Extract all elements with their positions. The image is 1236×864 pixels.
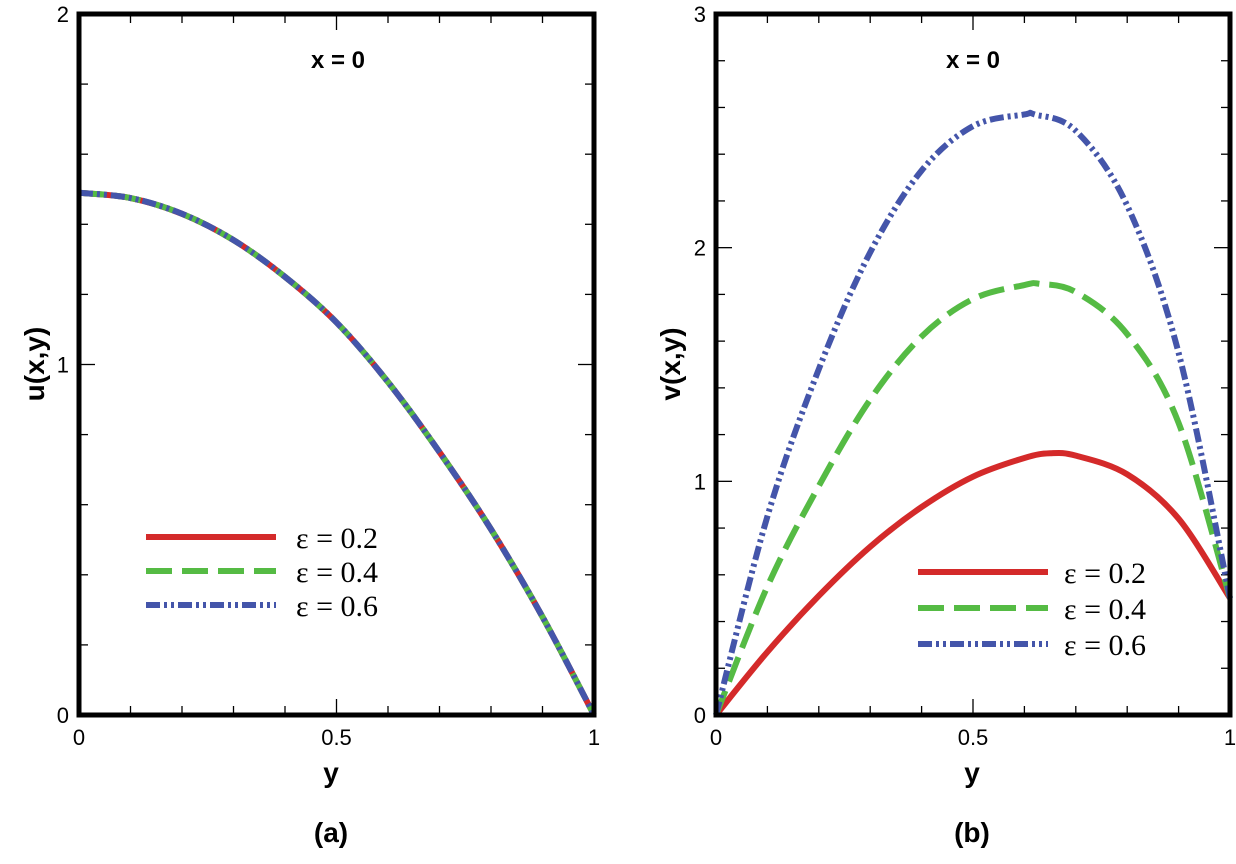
panel-b-legend-label-2: ε = 0.6 [1064, 629, 1146, 662]
panel-a-series-line-1 [78, 189, 597, 717]
panel-a-series [78, 189, 597, 717]
panel-b-legend: ε = 0.2 ε = 0.4 ε = 0.6 [918, 557, 1146, 662]
panel-b-legend-label-1: ε = 0.4 [1064, 593, 1146, 626]
panel-b-tick-labels: 0 0.5 1 0 1 2 3 [694, 2, 1236, 750]
panel-a-legend-label-2: ε = 0.6 [296, 590, 378, 623]
panel-b-y-tick-label: 1 [694, 469, 706, 494]
panel-b-y-tick-label: 0 [694, 703, 706, 728]
panel-b-label: (b) [954, 817, 990, 848]
panel-a-y-tick-label: 1 [57, 353, 69, 378]
panel-a-legend-label-0: ε = 0.2 [296, 522, 378, 555]
panel-a-x-axis-title: y [323, 757, 339, 788]
panel-a-x-tick-label: 0.5 [321, 725, 352, 750]
panel-b-chart: 0 0.5 1 0 1 2 3 x = 0 y v(x,y) (b) ε = 0.2 ε =… [655, 2, 1236, 848]
panel-b-frame [713, 11, 1233, 718]
panel-b-series-line-0 [713, 449, 1233, 717]
panel-a-tick-labels: 0 0.5 1 0 1 2 [57, 2, 600, 750]
panel-a-frame [76, 11, 597, 718]
panel-b-x-axis-title: y [964, 757, 980, 788]
panel-a-label: (a) [314, 817, 348, 848]
panel-a-x-tick-label: 0 [73, 725, 85, 750]
panel-a-legend-label-1: ε = 0.4 [296, 556, 378, 589]
panel-b-y-axis-title: v(x,y) [655, 327, 686, 400]
panel-a-legend: ε = 0.2 ε = 0.4 ε = 0.6 [146, 522, 378, 623]
panel-a-y-tick-label: 0 [57, 703, 69, 728]
panel-b-legend-label-0: ε = 0.2 [1064, 557, 1146, 590]
panel-a-series-line-2 [78, 189, 597, 717]
panel-b-y-tick-label: 3 [694, 2, 706, 27]
panel-a-chart: 0 0.5 1 0 1 2 x = 0 y u(x,y) (a) ε = 0.2 ε = … [19, 2, 600, 848]
panel-b-y-tick-label: 2 [694, 236, 706, 261]
panel-a-annotation: x = 0 [311, 47, 365, 74]
panel-b-x-tick-label: 1 [1224, 725, 1236, 750]
panel-b-x-tick-label: 0 [710, 725, 722, 750]
panel-b-x-tick-label: 0.5 [958, 725, 989, 750]
panel-b-series-line-2 [713, 109, 1233, 716]
panel-a-x-tick-label: 1 [588, 725, 600, 750]
panel-a-y-axis-title: u(x,y) [19, 327, 50, 402]
panel-a-series-line-0 [78, 189, 597, 717]
panel-b-series-line-1 [713, 280, 1233, 717]
panel-b-series [713, 109, 1233, 717]
panel-b-annotation: x = 0 [946, 47, 1000, 74]
panel-a-y-tick-label: 2 [57, 2, 69, 27]
